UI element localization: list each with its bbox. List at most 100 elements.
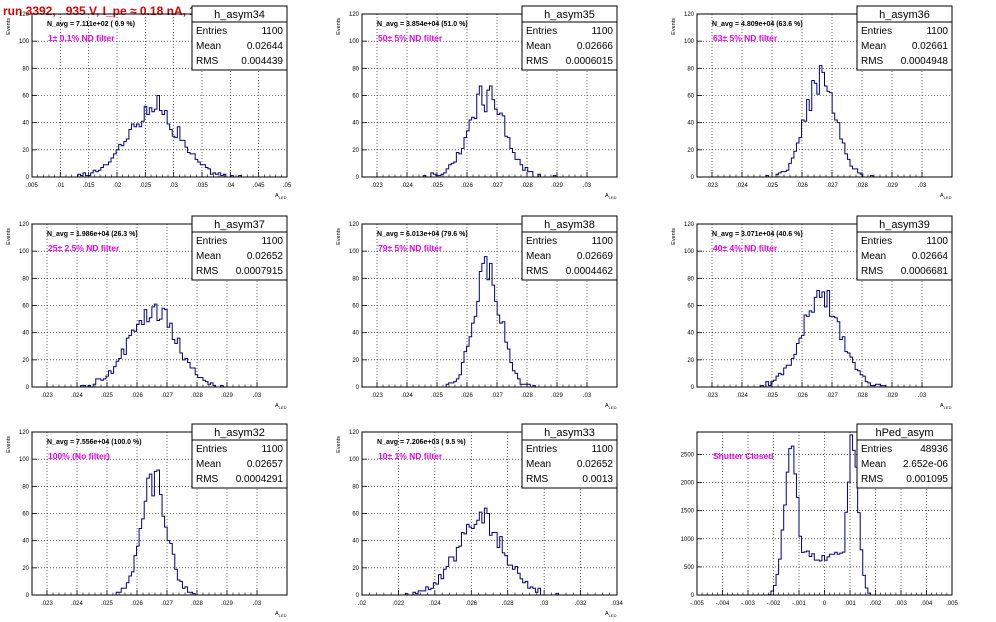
stats-value-mean: 0.02644 xyxy=(247,41,284,52)
histogram-name: h_asym37 xyxy=(214,219,265,231)
stats-value-rms: 0.0006015 xyxy=(566,56,614,67)
stats-label-mean: Mean xyxy=(526,251,551,262)
histogram-panel-h_asym37: .023 .024 .025 .026 .027 .028 .029 .03 0 20 40 60 80… xyxy=(6,215,288,410)
x-tick-label: -.001 xyxy=(792,601,806,607)
y-tick-label: 120 xyxy=(19,430,30,436)
x-tick-label: .004 xyxy=(921,601,933,607)
stats-label-rms: RMS xyxy=(526,266,549,277)
y-tick-label: 100 xyxy=(19,249,30,255)
navg-annotation: N_avg = 7.111e+02 ( 0.9 %) xyxy=(47,21,135,28)
y-tick-label: 2500 xyxy=(681,452,695,458)
stats-box-frame xyxy=(191,5,288,71)
x-tick-label: .025 xyxy=(139,183,151,189)
stats-box-frame xyxy=(856,215,953,281)
stats-box-frame xyxy=(191,215,288,281)
x-axis-label: ALED xyxy=(940,193,952,200)
x-tick-label: .03 xyxy=(253,601,262,607)
stats-box: h_asym37 Entries 1100 Mean 0.02652 RMS 0.00079… xyxy=(191,215,288,281)
y-tick-label: 0 xyxy=(691,175,695,181)
stats-value-entries: 1100 xyxy=(591,444,613,455)
stats-box-frame xyxy=(521,5,618,71)
y-tick-label: 60 xyxy=(22,94,29,100)
stats-label-mean: Mean xyxy=(196,251,221,262)
x-tick-label: .02 xyxy=(358,601,367,607)
x-tick-label: .029 xyxy=(886,183,898,189)
filter-annotation: 79± 5% ND filter xyxy=(378,243,443,253)
x-tick-label: .023 xyxy=(371,393,383,399)
y-tick-label: 40 xyxy=(687,121,694,127)
filter-annotation: Shutter Closed xyxy=(713,451,773,461)
stats-box: h_asym32 Entries 1100 Mean 0.02657 RMS 0.00042… xyxy=(191,423,288,489)
y-tick-label: 20 xyxy=(352,358,359,364)
x-tick-label: .028 xyxy=(191,393,203,399)
histogram-bars xyxy=(32,303,287,388)
y-tick-label: 20 xyxy=(22,148,29,154)
x-tick-label: .024 xyxy=(736,183,748,189)
histogram-panel-h_asym35: .023 .024 .025 .026 .027 .028 .029 .03 0 20 40 60 80… xyxy=(336,5,618,200)
stats-label-entries: Entries xyxy=(196,236,227,247)
stats-label-mean: Mean xyxy=(526,41,551,52)
x-tick-label: .002 xyxy=(870,601,882,607)
x-tick-label: .027 xyxy=(826,393,838,399)
y-tick-label: 80 xyxy=(352,276,359,282)
histogram-bars xyxy=(697,65,952,178)
x-tick-label: .026 xyxy=(461,393,473,399)
y-tick-label: 60 xyxy=(22,512,29,518)
y-tick-label: 40 xyxy=(352,331,359,337)
filter-annotation: 50± 5% ND filter xyxy=(378,33,443,43)
x-tick-label: .015 xyxy=(83,183,95,189)
x-tick-label: .025 xyxy=(431,183,443,189)
y-tick-label: 60 xyxy=(687,94,694,100)
x-tick-label: .023 xyxy=(41,393,53,399)
y-tick-label: 80 xyxy=(22,276,29,282)
y-axis-label: Events xyxy=(336,228,342,245)
stats-label-mean: Mean xyxy=(526,459,551,470)
stats-value-rms: 0.0007915 xyxy=(236,266,284,277)
y-tick-label: 100 xyxy=(349,249,360,255)
stats-value-rms: 0.004439 xyxy=(241,56,283,67)
histogram-panel-h_asym33: .02 .022 .024 .026 .028 .03 .032 .034 0 20 40 60 80 1… xyxy=(336,423,623,618)
stats-label-entries: Entries xyxy=(861,26,892,37)
histogram-panel-h_asym39: .023 .024 .025 .026 .027 .028 .029 .03 0 20 40 60 80… xyxy=(671,215,953,410)
x-axis-label: ALED xyxy=(275,611,287,618)
y-tick-label: 60 xyxy=(352,304,359,310)
stats-label-rms: RMS xyxy=(196,474,219,485)
x-tick-label: .03 xyxy=(918,183,927,189)
y-tick-label: 0 xyxy=(26,175,30,181)
stats-value-mean: 0.02652 xyxy=(577,459,614,470)
y-tick-label: 60 xyxy=(352,512,359,518)
stats-label-entries: Entries xyxy=(196,26,227,37)
y-tick-label: 120 xyxy=(349,222,360,228)
histogram-bars xyxy=(32,95,287,178)
y-tick-label: 2000 xyxy=(681,481,695,487)
y-tick-label: 20 xyxy=(687,358,694,364)
x-tick-label: .04 xyxy=(226,183,235,189)
x-tick-label: .024 xyxy=(429,601,441,607)
y-tick-label: 100 xyxy=(349,39,360,45)
stats-value-entries: 1100 xyxy=(261,236,283,247)
x-tick-label: .025 xyxy=(766,393,778,399)
x-tick-label: .025 xyxy=(766,183,778,189)
x-tick-label: .034 xyxy=(611,601,623,607)
stats-label-mean: Mean xyxy=(861,251,886,262)
stats-label-mean: Mean xyxy=(196,459,221,470)
navg-annotation: N_avg = 7.206e+03 ( 9.5 %) xyxy=(377,439,466,446)
y-tick-label: 40 xyxy=(22,539,29,545)
y-tick-label: 40 xyxy=(352,121,359,127)
navg-annotation: N_avg = 6.013e+04 (79.6 %) xyxy=(377,231,468,238)
y-tick-label: 120 xyxy=(349,430,360,436)
y-tick-label: 100 xyxy=(19,457,30,463)
stats-label-rms: RMS xyxy=(861,266,884,277)
histogram-panel-h_asym34: .005 .01 .015 .02 .025 .03 .035 .04 .045 .05 0 20 40… xyxy=(6,5,292,200)
stats-value-rms: 0.0006681 xyxy=(901,266,949,277)
stats-box: h_asym34 Entries 1100 Mean 0.02644 RMS 0.00443… xyxy=(191,5,288,71)
y-tick-label: 1000 xyxy=(681,537,695,543)
y-axis-label: Events xyxy=(671,228,677,245)
stats-box-frame xyxy=(191,423,288,489)
y-axis-label: Events xyxy=(6,228,12,245)
filter-annotation: 63± 5% ND filter xyxy=(713,33,778,43)
x-tick-label: .027 xyxy=(491,183,503,189)
filter-annotation: 1± 0.1% ND filter xyxy=(48,33,115,43)
filter-annotation: 40± 4% ND filter xyxy=(713,243,778,253)
navg-annotation: N_avg = 1.986e+04 (26.3 %) xyxy=(47,231,138,238)
